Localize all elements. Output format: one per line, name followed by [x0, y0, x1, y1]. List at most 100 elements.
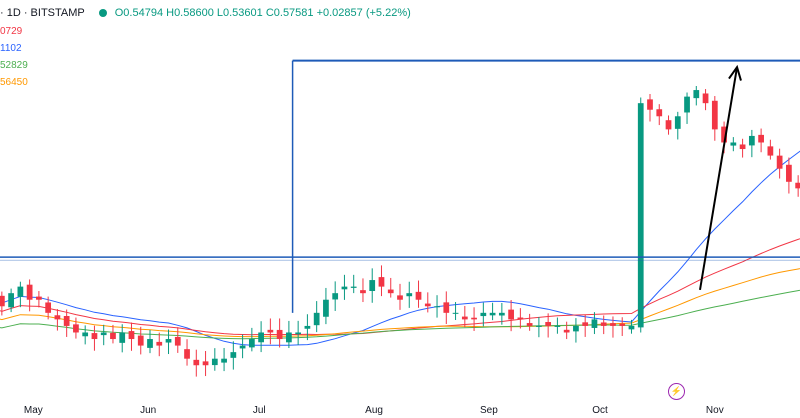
candle-body [508, 309, 514, 320]
ma-line-3 [0, 268, 800, 338]
candle [54, 309, 61, 331]
candle [147, 329, 153, 354]
candle-body [63, 316, 70, 326]
candle [647, 93, 653, 122]
candle [8, 288, 14, 313]
candle [73, 317, 79, 339]
ma-legend-2[interactable]: 1102 [0, 43, 22, 55]
candle [591, 312, 598, 335]
ma-legend-1[interactable]: 0729 [0, 26, 22, 38]
candle [360, 278, 366, 303]
candle-body [730, 142, 737, 146]
candle-body [628, 325, 635, 330]
x-tick-label: Nov [706, 405, 724, 416]
candle-body [165, 339, 172, 343]
candle-body [360, 290, 366, 294]
candle-body [619, 323, 626, 326]
candle [332, 281, 339, 311]
candle [434, 295, 440, 318]
candle-body [156, 341, 163, 346]
candle-body [128, 331, 135, 340]
candle-body [248, 339, 255, 348]
candle-body [795, 182, 800, 189]
candle [461, 305, 468, 328]
candle [350, 274, 357, 294]
candle-body [91, 333, 98, 340]
candle [26, 279, 33, 312]
candle [674, 111, 681, 140]
projection-arrow-head [728, 64, 742, 81]
candle [786, 157, 792, 194]
candle-body [82, 332, 89, 337]
candle [406, 281, 413, 308]
candle-body [221, 358, 227, 363]
candle [387, 277, 394, 298]
ma-legend-2-value: 1102 [0, 43, 22, 54]
x-tick-label: Sep [480, 405, 498, 416]
candle-body [230, 352, 237, 358]
candle [165, 329, 172, 355]
candle [739, 138, 746, 158]
candle-body [573, 325, 579, 332]
candle [156, 332, 163, 357]
candle [313, 301, 320, 333]
candle [397, 283, 403, 310]
candle-body [350, 286, 357, 288]
candle [369, 268, 376, 303]
chart-header: · 1D · BITSTAMP O0.54794 H0.58600 L0.536… [0, 4, 411, 22]
candle [619, 317, 626, 336]
candle-body [100, 332, 107, 336]
candle [776, 148, 783, 179]
candle [323, 287, 329, 325]
candle [119, 324, 126, 353]
candle-body [313, 312, 320, 326]
x-tick-label: Oct [592, 405, 608, 416]
candle-body [26, 284, 33, 300]
candle-body [758, 134, 764, 143]
candle-body [665, 120, 672, 130]
candle [295, 320, 302, 346]
symbol-label[interactable]: · 1D · BITSTAMP [0, 7, 85, 19]
candle-body [295, 332, 302, 335]
candle-body [739, 144, 746, 150]
candle [378, 265, 385, 297]
candle [563, 321, 570, 340]
candle [63, 309, 70, 337]
candle-body [397, 295, 403, 300]
lightning-icon[interactable]: ⚡ [668, 383, 685, 400]
x-tick-label: Aug [365, 405, 383, 416]
x-tick-label: Jul [253, 405, 266, 416]
candle [91, 325, 98, 351]
candle [711, 96, 718, 141]
candle [267, 318, 274, 345]
candle [554, 317, 561, 334]
candle-body [600, 322, 607, 326]
candle-body [211, 358, 218, 366]
candle [128, 322, 135, 351]
candle-body [517, 317, 524, 320]
candle [221, 347, 227, 372]
candle-body [8, 293, 14, 308]
candle [498, 302, 505, 325]
candle [286, 320, 292, 349]
candle-body [406, 293, 413, 297]
candle-body [424, 303, 431, 307]
ma-legend-3[interactable]: 52829 [0, 60, 28, 72]
candle [174, 327, 181, 353]
candle-body [73, 324, 79, 333]
candle [582, 314, 589, 337]
candle-body [286, 332, 292, 343]
candle-body [0, 295, 5, 307]
candle-body [443, 302, 450, 313]
candle-body [711, 100, 718, 130]
ma-legend-4[interactable]: 56450 [0, 77, 28, 89]
candle-body [137, 335, 144, 346]
ma-line-2 [0, 238, 800, 336]
candle [239, 334, 246, 359]
resistance-levels [0, 59, 800, 313]
candle [100, 324, 107, 346]
candle-body [36, 296, 42, 300]
time-axis: May Jun Jul Aug Sep Oct Nov [24, 405, 724, 416]
projection-arrow [699, 66, 739, 291]
